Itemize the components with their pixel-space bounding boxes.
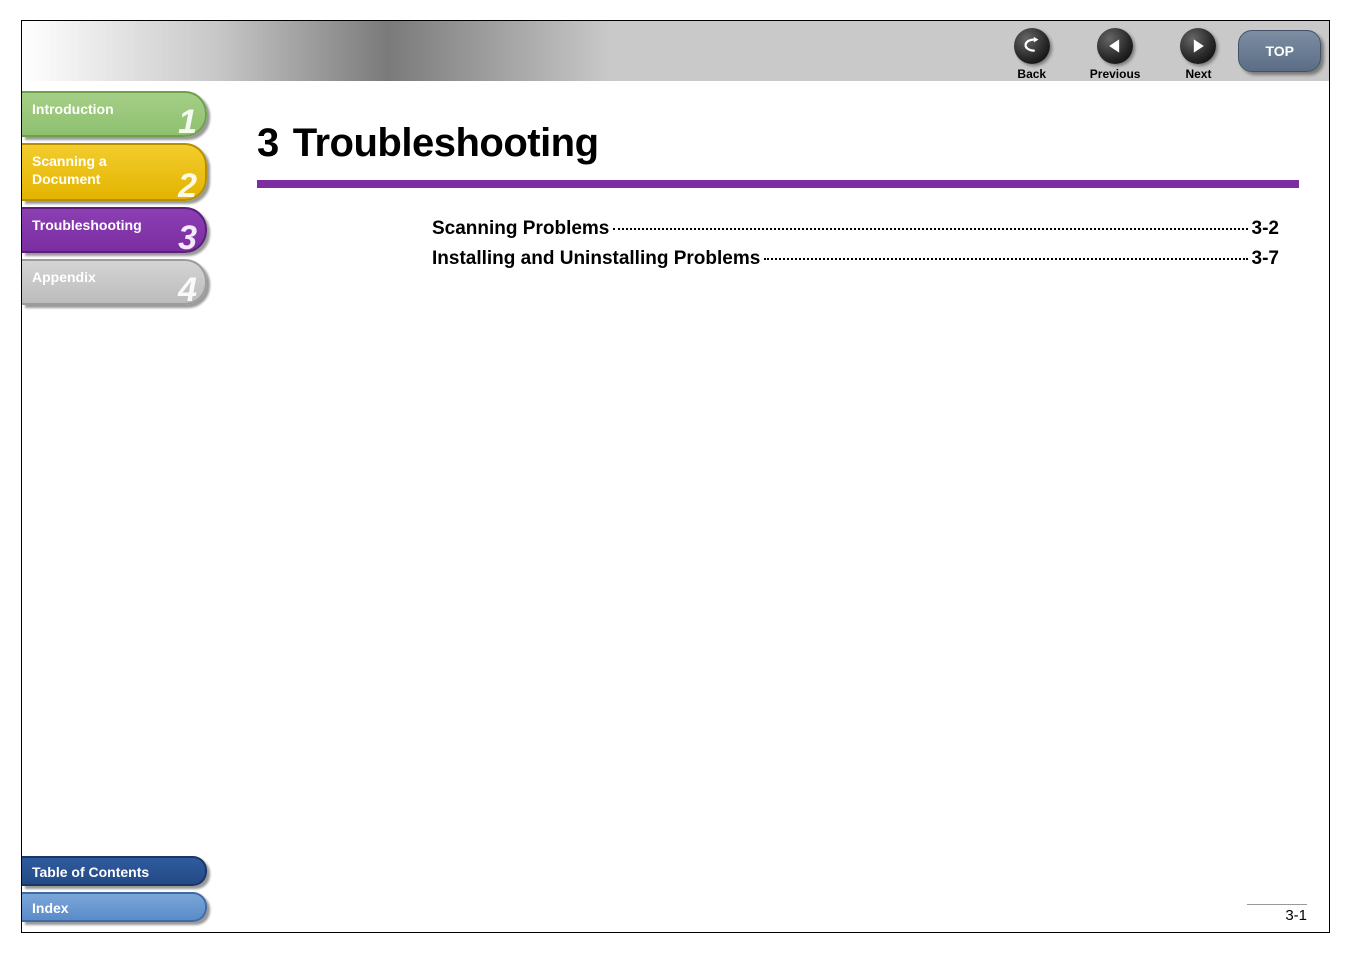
sidebar-tab-label: Appendix — [32, 269, 195, 287]
toc-entry[interactable]: Scanning Problems 3-2 — [432, 218, 1279, 240]
sidebar-spacer — [22, 311, 217, 856]
sidebar-tab-number: 3 — [178, 221, 197, 255]
table-of-contents-link[interactable]: Table of Contents — [22, 856, 207, 886]
index-link[interactable]: Index — [22, 892, 207, 922]
toc-entry-title: Installing and Uninstalling Problems — [432, 248, 760, 270]
toc-dots — [764, 258, 1247, 260]
toc-entry-page: 3-7 — [1252, 248, 1279, 270]
sidebar-tab-number: 2 — [178, 169, 197, 203]
chapter-title-text: Troubleshooting — [293, 121, 599, 165]
next-label: Next — [1185, 67, 1211, 81]
previous-icon — [1097, 28, 1133, 64]
sidebar-tab-number: 4 — [178, 273, 197, 307]
sidebar-tab-3[interactable]: Troubleshooting3 — [22, 207, 207, 253]
page-viewport: Back Previous Next TOP In — [21, 20, 1330, 933]
sidebar-tab-label: Scanning a Document — [32, 153, 195, 188]
chapter-number: 3 — [257, 121, 279, 165]
page-number: 3-1 — [1247, 904, 1307, 924]
chapter-toc: Scanning Problems 3-2 Installing and Unin… — [257, 218, 1299, 270]
back-icon — [1014, 28, 1050, 64]
previous-button[interactable]: Previous — [1090, 22, 1141, 81]
toc-entry-title: Scanning Problems — [432, 218, 609, 240]
next-icon — [1180, 28, 1216, 64]
sidebar-tab-label: Introduction — [32, 101, 195, 119]
back-label: Back — [1017, 67, 1046, 81]
sidebar-tab-number: 1 — [178, 105, 197, 139]
sidebar-tab-2[interactable]: Scanning a Document2 — [22, 143, 207, 201]
toc-dots — [613, 228, 1247, 230]
chapter-title: 3 Troubleshooting — [257, 121, 1299, 166]
body-area: Introduction1 Scanning a Document2 Trouble… — [22, 81, 1329, 932]
title-underline — [257, 180, 1299, 188]
nav-button-group: Back Previous Next — [1014, 22, 1217, 81]
next-button[interactable]: Next — [1180, 22, 1216, 81]
top-bar-right: Back Previous Next TOP — [1014, 21, 1329, 81]
sidebar-tab-1[interactable]: Introduction1 — [22, 91, 207, 137]
previous-label: Previous — [1090, 67, 1141, 81]
sidebar: Introduction1 Scanning a Document2 Trouble… — [22, 81, 217, 932]
top-button[interactable]: TOP — [1238, 30, 1321, 72]
content-area: 3 Troubleshooting Scanning Problems 3-2 In… — [217, 81, 1329, 932]
back-button[interactable]: Back — [1014, 22, 1050, 81]
top-bar: Back Previous Next TOP — [22, 21, 1329, 81]
toc-entry[interactable]: Installing and Uninstalling Problems 3-7 — [432, 248, 1279, 270]
sidebar-tab-4[interactable]: Appendix4 — [22, 259, 207, 305]
sidebar-tab-label: Troubleshooting — [32, 217, 195, 235]
toc-entry-page: 3-2 — [1252, 218, 1279, 240]
